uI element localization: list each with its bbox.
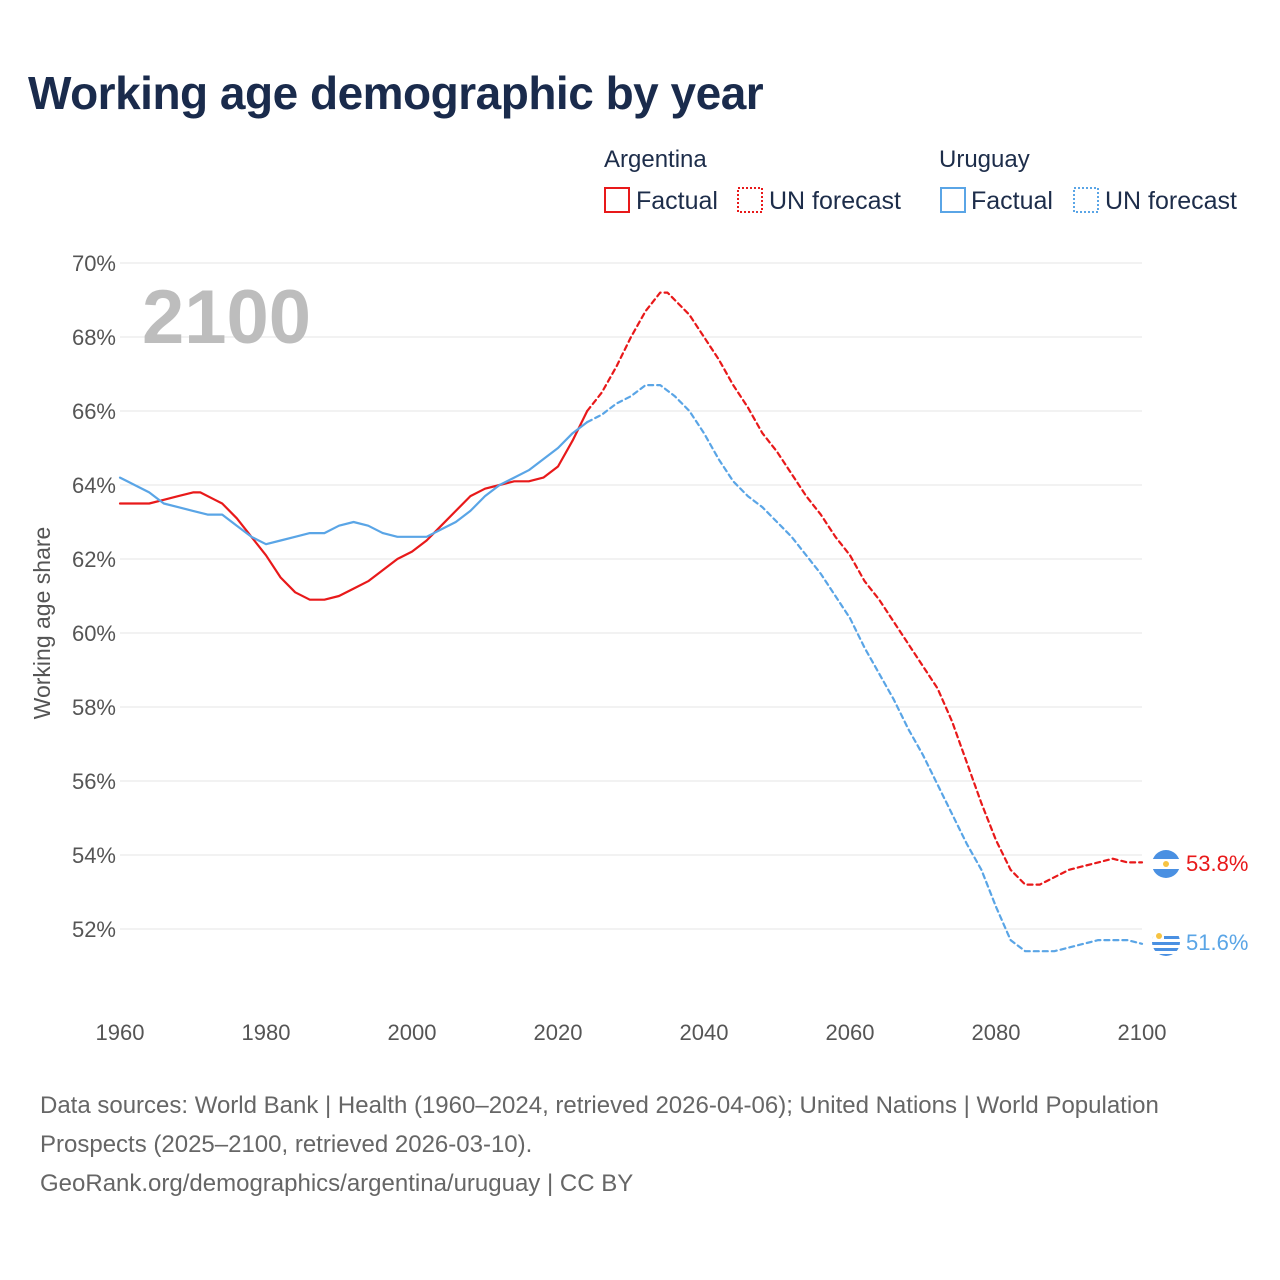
legend-label-argentina-forecast[interactable]: UN forecast (769, 187, 901, 215)
y-axis-label: Working age share (29, 527, 55, 720)
x-tick-label: 2040 (680, 1020, 729, 1045)
x-tick-label: 2080 (972, 1020, 1021, 1045)
credit-link[interactable]: GeoRank.org/demographics/argentina/urugu… (40, 1170, 634, 1197)
year-watermark: 2100 (142, 275, 311, 360)
x-tick-label: 2100 (1118, 1020, 1167, 1045)
series-lines (118, 291, 1144, 953)
legend-label-uruguay-factual[interactable]: Factual (971, 187, 1053, 215)
y-tick-label: 70% (72, 251, 116, 276)
x-tick-label: 1960 (96, 1020, 145, 1045)
legend-swatch-uruguay-factual[interactable] (940, 187, 966, 213)
end-marker-argentina: 53.8% (1152, 850, 1248, 878)
end-label-argentina: 53.8% (1186, 851, 1248, 876)
gridlines (120, 262, 1142, 930)
x-tick-label: 1980 (242, 1020, 291, 1045)
legend-country-argentina: Argentina (604, 146, 707, 173)
series-line-uruguay-factual[interactable] (118, 421, 589, 546)
uruguay-flag-icon (1152, 928, 1180, 956)
y-tick-label: 60% (72, 621, 116, 646)
y-tick-label: 54% (72, 843, 116, 868)
y-tick-label: 62% (72, 547, 116, 572)
legend-label-uruguay-forecast[interactable]: UN forecast (1105, 187, 1237, 215)
y-tick-label: 52% (72, 917, 116, 942)
y-axis-ticks: 52% 54% 56% 58% 60% 62% 64% 66% 68% 70% (72, 251, 116, 942)
x-axis-ticks: 1960 1980 2000 2020 2040 2060 2080 2100 (96, 1020, 1167, 1045)
y-tick-label: 68% (72, 325, 116, 350)
legend-label-argentina-factual[interactable]: Factual (636, 187, 718, 215)
legend: Argentina Factual UN forecast Uruguay Fa… (604, 146, 1237, 215)
end-label-uruguay: 51.6% (1186, 930, 1248, 955)
x-tick-label: 2000 (388, 1020, 437, 1045)
legend-swatch-argentina-forecast[interactable] (737, 187, 763, 213)
series-line-uruguay-forecast[interactable] (586, 384, 1144, 953)
chart-title: Working age demographic by year (28, 67, 764, 119)
y-tick-label: 64% (72, 473, 116, 498)
y-tick-label: 66% (72, 399, 116, 424)
x-tick-label: 2060 (826, 1020, 875, 1045)
y-tick-label: 58% (72, 695, 116, 720)
legend-swatch-argentina-factual[interactable] (604, 187, 630, 213)
y-tick-label: 56% (72, 769, 116, 794)
data-sources: Data sources: World Bank | Health (1960–… (40, 1092, 1159, 1158)
legend-country-uruguay: Uruguay (939, 146, 1030, 173)
chart-canvas: Argentina Factual UN forecast Uruguay Fa… (29, 146, 1248, 1045)
argentina-flag-icon (1152, 850, 1180, 878)
x-tick-label: 2020 (534, 1020, 583, 1045)
series-line-argentina-forecast[interactable] (586, 291, 1144, 886)
end-marker-uruguay: 51.6% (1152, 928, 1248, 956)
footer: Data sources: World Bank | Health (1960–… (40, 1086, 1200, 1203)
series-line-argentina-factual[interactable] (118, 409, 589, 601)
legend-swatch-uruguay-forecast[interactable] (1073, 187, 1099, 213)
